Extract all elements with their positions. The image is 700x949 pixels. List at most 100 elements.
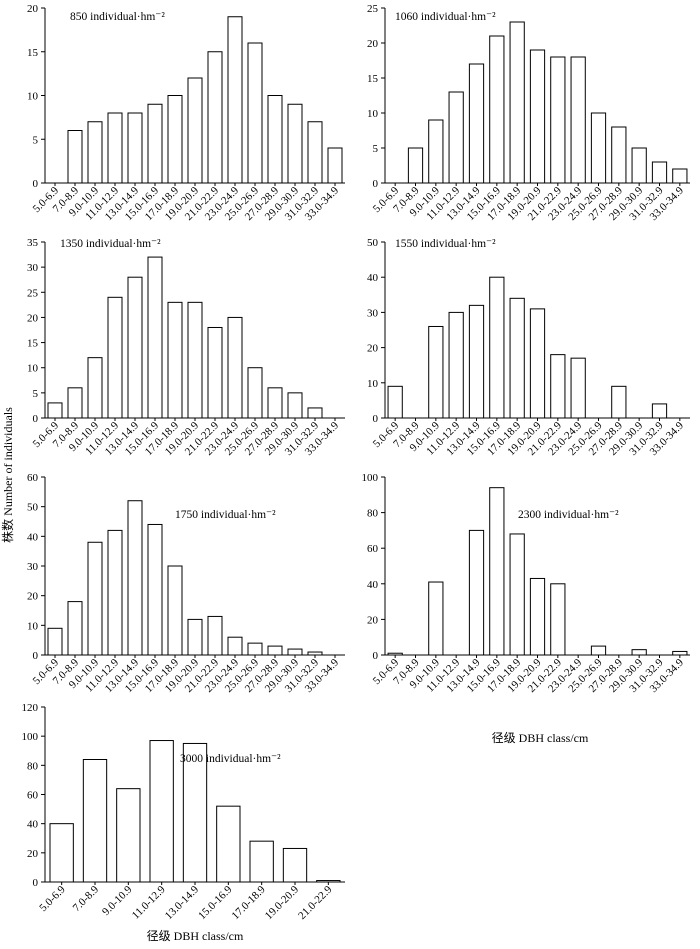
bar xyxy=(149,740,174,883)
bar xyxy=(67,387,83,419)
y-tick-label: 30 xyxy=(27,262,39,274)
panel: 05101520255.0-6.97.0-8.99.0-10.911.0-12.… xyxy=(367,3,690,223)
bar xyxy=(249,840,274,883)
annotation: 850 individual·hm⁻² xyxy=(70,11,165,23)
panel: 010203040505.0-6.97.0-8.99.0-10.911.0-12… xyxy=(367,237,690,458)
bar xyxy=(67,601,83,656)
bar xyxy=(672,650,688,656)
bar xyxy=(167,301,183,419)
bar xyxy=(107,112,123,184)
y-tick-label: 20 xyxy=(27,3,39,15)
y-tick-label: 10 xyxy=(27,91,39,103)
y-tick-label: 50 xyxy=(27,502,39,514)
bar xyxy=(287,392,303,419)
y-tick-label: 10 xyxy=(367,378,379,390)
bar xyxy=(87,121,103,184)
y-tick-label: 0 xyxy=(33,650,39,662)
bar xyxy=(47,402,63,419)
bar xyxy=(529,308,546,419)
bar xyxy=(509,533,525,656)
bar xyxy=(182,742,208,883)
bar xyxy=(207,615,223,656)
bar xyxy=(468,63,485,184)
bar xyxy=(307,121,323,184)
panel: 051015202530355.0-6.97.0-8.99.0-10.911.0… xyxy=(27,237,345,458)
y-tick-label: 80 xyxy=(367,508,379,520)
bar xyxy=(428,581,444,656)
bar xyxy=(287,103,303,184)
y-tick-label: 100 xyxy=(362,472,379,484)
x-tick-label: 19.0-20.9 xyxy=(263,883,302,922)
bar xyxy=(387,652,403,656)
bar xyxy=(147,256,163,419)
y-tick-label: 40 xyxy=(27,819,39,831)
annotation: 1350 individual·hm⁻² xyxy=(60,238,161,250)
annotation: 2300 individual·hm⁻² xyxy=(518,509,619,521)
bar xyxy=(489,487,505,656)
bar xyxy=(489,276,505,419)
bar xyxy=(428,325,444,419)
bar xyxy=(127,276,143,419)
bar xyxy=(550,354,566,419)
x-tick-label: 15.0-16.9 xyxy=(196,883,235,922)
bar xyxy=(267,387,283,419)
y-tick-label: 30 xyxy=(367,307,379,319)
y-tick-label: 60 xyxy=(27,790,39,802)
bar xyxy=(316,880,341,883)
bar xyxy=(468,529,485,656)
bar xyxy=(448,311,464,419)
bar xyxy=(570,56,586,184)
bar xyxy=(651,161,668,184)
y-axis-label: 株数 Number of individuals xyxy=(0,407,15,543)
annotation: 1060 individual·hm⁻² xyxy=(395,11,496,23)
y-tick-label: 15 xyxy=(27,47,39,59)
y-tick-label: 120 xyxy=(22,702,39,714)
bar xyxy=(529,49,546,184)
bar xyxy=(207,51,223,184)
bar xyxy=(590,112,607,184)
y-tick-label: 30 xyxy=(27,561,39,573)
x-tick-label: 5.0-6.9 xyxy=(37,883,68,914)
panel: 0204060801005.0-6.97.0-8.99.0-10.911.0-1… xyxy=(362,472,690,745)
bar xyxy=(167,95,183,184)
panel: 01020304050605.0-6.97.0-8.99.0-10.911.0-… xyxy=(27,472,345,695)
bar xyxy=(147,103,163,184)
bar xyxy=(282,847,308,883)
bar xyxy=(107,529,123,656)
annotation: 1550 individual·hm⁻² xyxy=(395,238,496,250)
y-tick-label: 20 xyxy=(27,848,39,860)
y-tick-label: 20 xyxy=(27,591,39,603)
y-tick-label: 20 xyxy=(27,312,39,324)
y-tick-label: 40 xyxy=(367,272,379,284)
y-tick-label: 50 xyxy=(367,237,379,249)
bar xyxy=(127,112,143,184)
bar xyxy=(448,91,464,184)
y-tick-label: 40 xyxy=(367,579,379,591)
y-tick-label: 25 xyxy=(367,3,379,15)
x-axis-label: 径级 DBH class/cm xyxy=(147,929,244,943)
bar xyxy=(67,130,83,184)
bar xyxy=(672,168,688,184)
bar xyxy=(611,385,627,419)
x-axis-label: 径级 DBH class/cm xyxy=(492,731,589,745)
bar xyxy=(428,119,444,184)
y-tick-label: 0 xyxy=(373,650,379,662)
y-tick-label: 5 xyxy=(373,143,379,155)
bar xyxy=(407,147,424,184)
bar xyxy=(127,500,143,656)
y-tick-label: 100 xyxy=(22,731,39,743)
bar xyxy=(187,618,203,656)
bar xyxy=(247,367,263,419)
y-tick-label: 5 xyxy=(33,134,39,146)
y-tick-label: 35 xyxy=(27,237,39,249)
y-tick-label: 0 xyxy=(33,413,39,425)
bar xyxy=(287,648,303,656)
bar xyxy=(651,403,668,419)
bar xyxy=(49,823,74,883)
bar xyxy=(47,627,63,656)
bar xyxy=(207,326,223,419)
bar xyxy=(267,95,283,184)
y-tick-label: 25 xyxy=(27,287,39,299)
bar xyxy=(387,385,403,419)
